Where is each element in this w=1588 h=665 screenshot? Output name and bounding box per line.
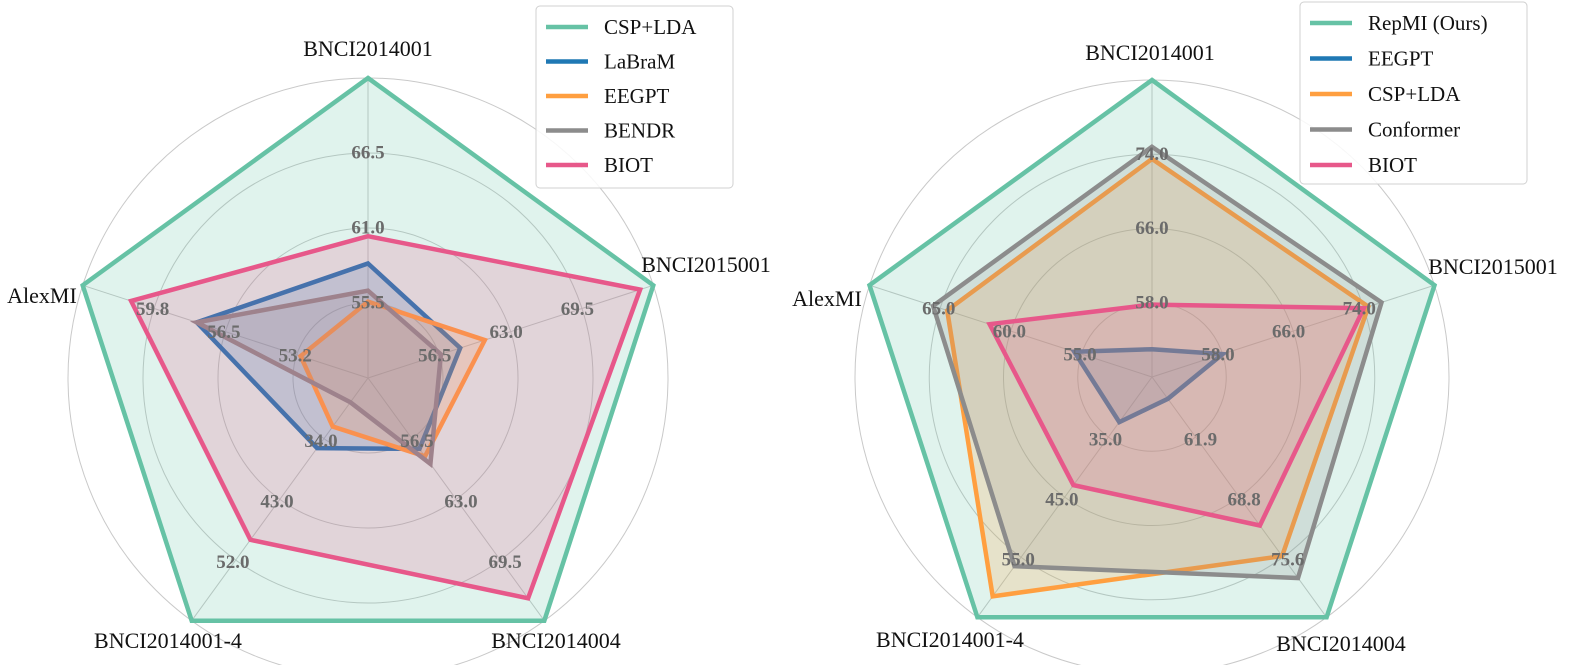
tick-label: 34.0: [304, 431, 337, 452]
tick-labels: 55.5 61.0 66.5 56.5 63.0 69.5 56.5 63.0 69.5 34.0…: [136, 143, 594, 574]
tick-label: 56.5: [207, 322, 240, 343]
tick-label: 55.0: [1063, 345, 1096, 366]
legend-box: [535, 5, 734, 189]
series-csp-lda: [944, 156, 1371, 599]
tick-label: 59.8: [136, 299, 169, 320]
tick-label: 69.5: [561, 299, 594, 320]
legend-label-eegpt: EEGPT: [604, 84, 670, 108]
tick-label: 61.0: [351, 218, 384, 239]
series-group: [866, 77, 1438, 620]
axis-label-bnci2014001-4: BNCI2014001-4: [94, 628, 242, 653]
series-conformer: [930, 144, 1385, 581]
axis-labels: BNCI2014001 BNCI2015001 BNCI2014004 BNCI201…: [7, 36, 771, 653]
radar-chart-left: 55.5 61.0 66.5 56.5 63.0 69.5 56.5 63.0 69.5 34.0…: [7, 5, 771, 665]
axis-label-bnci2015001: BNCI2015001: [641, 252, 771, 277]
tick-label: 55.0: [1002, 549, 1035, 570]
series-eegpt: [1070, 346, 1229, 425]
tick-label: 68.8: [1228, 489, 1261, 510]
series-group: [80, 75, 656, 623]
axis-spoke: [367, 377, 545, 621]
tick-label: 74.0: [1343, 299, 1376, 320]
series-biot: [986, 302, 1368, 529]
series-biot: [127, 233, 644, 601]
axis-spoke: [1151, 284, 1435, 378]
tick-label: 56.5: [400, 431, 433, 452]
tick-label: 61.9: [1184, 429, 1217, 450]
axis-spoke: [977, 376, 1153, 618]
tick-label: 55.5: [351, 293, 384, 314]
legend-label-csp-lda: CSP+LDA: [604, 15, 697, 39]
radar-chart-right: 58.0 66.0 74.0 58.0 66.0 74.0 61.9 68.8 75.6 35.0…: [792, 1, 1558, 665]
tick-label: 65.0: [922, 299, 955, 320]
axis-labels: BNCI2014001 BNCI2015001 BNCI2014004 BNCI201…: [792, 40, 1558, 656]
tick-label: 53.2: [279, 345, 312, 366]
tick-label: 66.0: [1272, 322, 1305, 343]
legend-label-conformer: Conformer: [1368, 118, 1460, 142]
series-bendr: [189, 288, 444, 469]
axis-spoke: [869, 284, 1153, 378]
tick-label: 35.0: [1089, 429, 1122, 450]
legend: RepMI (Ours) EEGPT CSP+LDA Conformer BIOT: [1299, 1, 1528, 185]
legend-label-csp-lda: CSP+LDA: [1368, 82, 1461, 106]
axis-label-bnci2014001: BNCI2014001: [303, 36, 433, 61]
legend-label-eegpt: EEGPT: [1368, 47, 1434, 71]
tick-label: 60.0: [993, 322, 1026, 343]
tick-label: 58.0: [1135, 292, 1168, 313]
legend-label-repmi-ours: RepMI (Ours): [1368, 11, 1488, 35]
tick-label: 63.0: [444, 492, 477, 513]
axis-label-bnci2014001: BNCI2014001: [1085, 40, 1215, 65]
tick-label: 56.5: [418, 345, 451, 366]
tick-label: 66.5: [351, 143, 384, 164]
legend-label-labram: LaBraM: [604, 50, 675, 74]
tick-label: 58.0: [1201, 345, 1234, 366]
axis-label-bnci2014001-4: BNCI2014001-4: [876, 627, 1024, 652]
legend-label-biot: BIOT: [1368, 153, 1417, 177]
tick-label: 45.0: [1045, 489, 1078, 510]
legend-label-bendr: BENDR: [604, 119, 675, 143]
tick-label: 74.0: [1135, 144, 1168, 165]
axis-spoke: [191, 377, 369, 621]
legend: CSP+LDA LaBraM EEGPT BENDR BIOT: [535, 5, 734, 189]
axis-label-bnci2015001: BNCI2015001: [1428, 254, 1558, 279]
tick-label: 69.5: [489, 552, 522, 573]
series-eegpt: [297, 299, 489, 460]
tick-label: 63.0: [489, 322, 522, 343]
axis-spoke: [367, 284, 654, 379]
axis-label-bnci2014004: BNCI2014004: [491, 628, 621, 653]
tick-labels: 58.0 66.0 74.0 58.0 66.0 74.0 61.9 68.8 75.6 35.0…: [922, 144, 1376, 571]
tick-label: 52.0: [216, 552, 249, 573]
axis-label-alexmi: AlexMI: [7, 283, 77, 308]
tick-label: 66.0: [1135, 218, 1168, 239]
axis-label-bnci2014004: BNCI2014004: [1276, 631, 1406, 656]
axis-label-alexmi: AlexMI: [792, 286, 862, 311]
legend-label-biot: BIOT: [604, 153, 653, 177]
tick-label: 43.0: [260, 492, 293, 513]
grid: [854, 79, 1450, 665]
legend-box: [1299, 1, 1528, 185]
tick-label: 75.6: [1271, 549, 1304, 570]
